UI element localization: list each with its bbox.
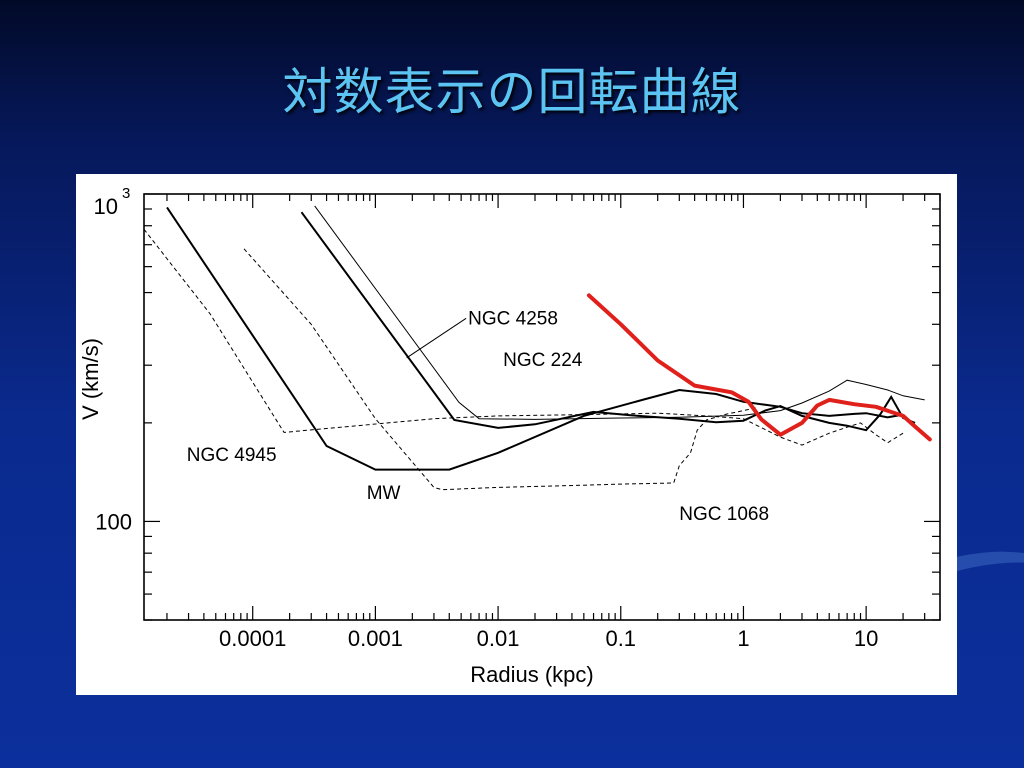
series-annotation: MW — [367, 483, 401, 504]
plot-frame — [143, 193, 941, 621]
x-axis-label: Radius (kpc) — [470, 662, 593, 687]
series-annotation: NGC 224 — [503, 350, 583, 371]
x-tick-label: 0.001 — [348, 626, 403, 651]
series-line-highlight — [586, 293, 932, 442]
x-tick-label: 10 — [854, 626, 878, 651]
x-tick-label: 0.01 — [477, 626, 520, 651]
series-line-ngc-4945 — [143, 228, 904, 446]
x-tick-label: 0.1 — [605, 626, 636, 651]
annotation-leader-line — [406, 317, 467, 359]
y-tick-label: 100 — [95, 509, 132, 534]
series-line-ngc-4258 — [314, 205, 925, 420]
x-tick-label: 1 — [737, 626, 749, 651]
series-annotation: NGC 4945 — [187, 445, 277, 466]
series-annotation: NGC 1068 — [679, 504, 769, 525]
series-line-ngc-224 — [300, 211, 916, 432]
series-layer — [143, 205, 932, 491]
y-tick-label: 10 — [94, 194, 118, 219]
series-line-ngc-1068 — [243, 248, 758, 491]
chart-panel: 0.0001 0.001 0.01 0.1 1 10 100 10 3 Radius (kpc) V… — [76, 174, 957, 695]
series-annotation: NGC 4258 — [468, 308, 558, 329]
y-axis-label: V (km/s) — [78, 338, 103, 420]
axes-frame — [143, 193, 941, 621]
series-line-mw — [166, 206, 904, 471]
slide-title: 対数表示の回転曲線 — [282, 63, 742, 121]
x-tick-label: 0.0001 — [219, 626, 286, 651]
y-tick-label-exponent: 3 — [122, 185, 130, 202]
